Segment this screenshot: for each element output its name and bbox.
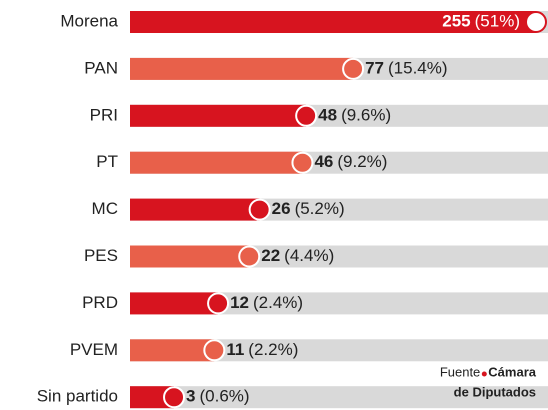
- bar-end: [291, 151, 314, 174]
- value-number: 3: [186, 387, 195, 406]
- value-share: (5.2%): [295, 199, 345, 218]
- value-label: 77 (15.4%): [365, 58, 447, 77]
- value-label: 46 (9.2%): [314, 152, 387, 171]
- bar: [130, 292, 219, 315]
- value-share: (51%): [475, 11, 520, 30]
- bar: [130, 245, 250, 268]
- value-share: (9.6%): [341, 105, 391, 124]
- value-share: (15.4%): [388, 58, 448, 77]
- bar-end: [203, 339, 226, 362]
- value-number: 11: [226, 340, 244, 359]
- bar-end: [238, 245, 261, 268]
- bar-track: [130, 386, 548, 409]
- bar-end: [207, 292, 230, 315]
- bar: [130, 339, 215, 362]
- value-number: 255: [442, 11, 470, 30]
- value-label: 11 (2.2%): [226, 340, 298, 359]
- source-name: de Diputados: [454, 384, 536, 399]
- bar-track: [130, 292, 548, 315]
- source-dot: [481, 371, 487, 377]
- value-number: 12: [230, 293, 249, 312]
- source-label: Fuente: [440, 364, 480, 379]
- value-share: (2.4%): [253, 293, 303, 312]
- bar-end: [342, 57, 365, 80]
- bar-end: [295, 104, 318, 127]
- bar: [130, 198, 260, 221]
- value-number: 26: [272, 199, 291, 218]
- value-number: 22: [261, 246, 280, 265]
- value-label: 26 (5.2%): [272, 199, 345, 218]
- value-label: 12 (2.4%): [230, 293, 303, 312]
- bar-end: [163, 386, 186, 409]
- value-label: 3 (0.6%): [186, 387, 250, 406]
- bar-track: [130, 339, 548, 362]
- bar: [130, 151, 303, 174]
- category-label: PVEM: [70, 340, 118, 359]
- value-share: (0.6%): [200, 387, 250, 406]
- value-share: (2.2%): [248, 340, 298, 359]
- category-label: Sin partido: [37, 387, 118, 406]
- category-label: PAN: [84, 58, 118, 77]
- bar: [130, 386, 175, 409]
- category-label: PRD: [82, 293, 118, 312]
- source-name: Cámara: [488, 364, 536, 379]
- value-number: 46: [314, 152, 333, 171]
- value-number: 48: [318, 105, 337, 124]
- bar-end: [248, 198, 271, 221]
- category-label: MC: [92, 199, 118, 218]
- value-label: 255 (51%): [442, 11, 520, 30]
- bar-end: [525, 11, 547, 33]
- bar: [130, 104, 307, 127]
- bar: [130, 57, 354, 80]
- category-label: PT: [96, 152, 118, 171]
- value-number: 77: [365, 58, 384, 77]
- category-label: Morena: [60, 11, 118, 30]
- value-label: 22 (4.4%): [261, 246, 334, 265]
- bar: [130, 11, 536, 33]
- value-share: (4.4%): [284, 246, 334, 265]
- value-share: (9.2%): [337, 152, 387, 171]
- category-label: PES: [84, 246, 118, 265]
- value-label: 48 (9.6%): [318, 105, 391, 124]
- category-label: PRI: [90, 105, 118, 124]
